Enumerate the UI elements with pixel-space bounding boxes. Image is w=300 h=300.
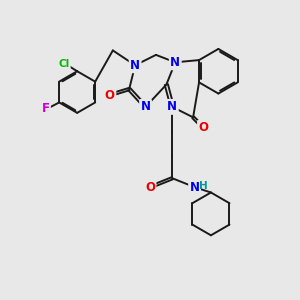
Text: O: O	[199, 121, 208, 134]
Text: N: N	[140, 100, 151, 113]
Text: N: N	[167, 100, 177, 113]
Text: N: N	[190, 181, 200, 194]
Text: H: H	[199, 181, 207, 191]
Text: O: O	[145, 181, 155, 194]
Text: N: N	[130, 59, 140, 72]
Text: N: N	[170, 56, 180, 69]
Text: O: O	[105, 88, 115, 101]
Text: F: F	[41, 102, 50, 115]
Text: Cl: Cl	[58, 59, 69, 69]
